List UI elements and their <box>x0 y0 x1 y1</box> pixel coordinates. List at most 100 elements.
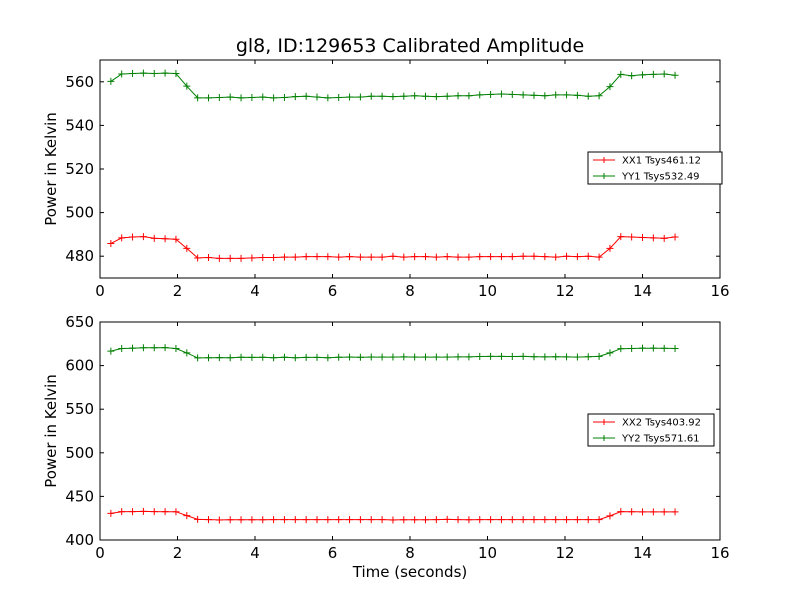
data-point <box>237 353 245 361</box>
data-point <box>660 70 668 78</box>
data-point <box>226 254 234 262</box>
legend-label: XX1 Tsys461.12 <box>622 156 701 167</box>
data-point <box>270 94 278 102</box>
data-point <box>649 70 657 78</box>
data-point <box>313 253 321 261</box>
data-point <box>443 253 451 261</box>
data-point <box>617 508 625 516</box>
data-point <box>465 92 473 100</box>
data-point <box>432 353 440 361</box>
data-point <box>422 516 429 524</box>
data-point <box>476 253 484 261</box>
data-point <box>313 516 321 524</box>
data-point <box>215 354 223 362</box>
data-point <box>150 234 158 242</box>
x-tick-label: 2 <box>173 282 183 300</box>
data-point <box>335 353 343 361</box>
data-point <box>194 254 202 262</box>
data-point <box>367 92 375 100</box>
data-point <box>161 344 169 352</box>
data-point <box>422 353 429 361</box>
data-point <box>248 516 256 524</box>
data-point <box>606 349 614 357</box>
data-point <box>215 254 223 262</box>
data-point <box>183 512 191 520</box>
data-point <box>476 91 484 99</box>
data-point <box>606 512 614 520</box>
data-point <box>259 254 267 262</box>
x-tick-label: 16 <box>710 282 729 300</box>
data-point <box>378 253 386 261</box>
data-point <box>497 90 505 98</box>
data-point <box>139 69 147 77</box>
x-tick-label: 4 <box>250 544 260 562</box>
data-point <box>237 254 245 262</box>
y-tick-label: 520 <box>65 160 94 178</box>
y-tick-label: 480 <box>65 247 94 265</box>
data-point <box>161 235 169 243</box>
data-point <box>628 233 636 241</box>
data-point <box>313 93 321 101</box>
data-point <box>389 93 397 101</box>
data-point <box>454 353 462 361</box>
data-point <box>194 354 202 362</box>
data-point <box>389 252 397 260</box>
y-tick-label: 400 <box>65 531 94 549</box>
data-point <box>487 516 495 524</box>
data-point <box>595 92 603 100</box>
data-point <box>150 344 158 352</box>
data-point <box>573 91 581 99</box>
data-point <box>422 92 429 100</box>
legend-label: YY2 Tsys571.61 <box>621 434 700 445</box>
data-point <box>541 92 549 100</box>
data-point <box>183 244 191 252</box>
x-tick-label: 2 <box>173 544 183 562</box>
data-point <box>519 352 527 360</box>
data-point <box>356 516 364 524</box>
data-point <box>432 253 440 261</box>
data-point <box>129 70 137 78</box>
data-point <box>161 508 169 516</box>
data-point <box>302 253 310 261</box>
legend-box <box>587 151 723 185</box>
data-point <box>595 253 603 261</box>
data-point <box>617 345 625 353</box>
data-point <box>205 94 212 102</box>
data-point <box>639 233 646 241</box>
data-point <box>508 253 516 261</box>
data-point <box>584 252 592 260</box>
data-point <box>465 516 473 524</box>
data-point <box>107 347 115 355</box>
x-tick-label: 14 <box>633 544 652 562</box>
data-point <box>280 516 288 524</box>
data-point <box>324 253 332 261</box>
data-point <box>346 353 354 361</box>
data-point <box>194 94 202 102</box>
data-point <box>129 233 137 241</box>
data-point <box>649 344 657 352</box>
data-point <box>649 508 657 516</box>
data-point <box>400 353 408 361</box>
data-point <box>411 92 419 100</box>
data-point <box>335 93 343 101</box>
legend-marker <box>601 419 607 425</box>
data-point <box>205 354 212 362</box>
data-point <box>280 93 288 101</box>
x-tick-label: 0 <box>95 544 105 562</box>
data-point <box>356 93 364 101</box>
data-point <box>270 354 278 362</box>
data-point <box>150 508 158 516</box>
data-point <box>367 253 375 261</box>
data-point <box>356 353 364 361</box>
data-point <box>248 93 256 101</box>
data-point <box>183 349 191 357</box>
data-point <box>302 516 310 524</box>
data-point <box>270 516 278 524</box>
data-point <box>595 352 603 360</box>
data-point <box>367 516 375 524</box>
x-tick-label: 6 <box>328 282 338 300</box>
y-tick-label: 650 <box>65 313 94 331</box>
data-point <box>248 254 256 262</box>
data-point <box>649 234 657 242</box>
data-point <box>519 516 527 524</box>
